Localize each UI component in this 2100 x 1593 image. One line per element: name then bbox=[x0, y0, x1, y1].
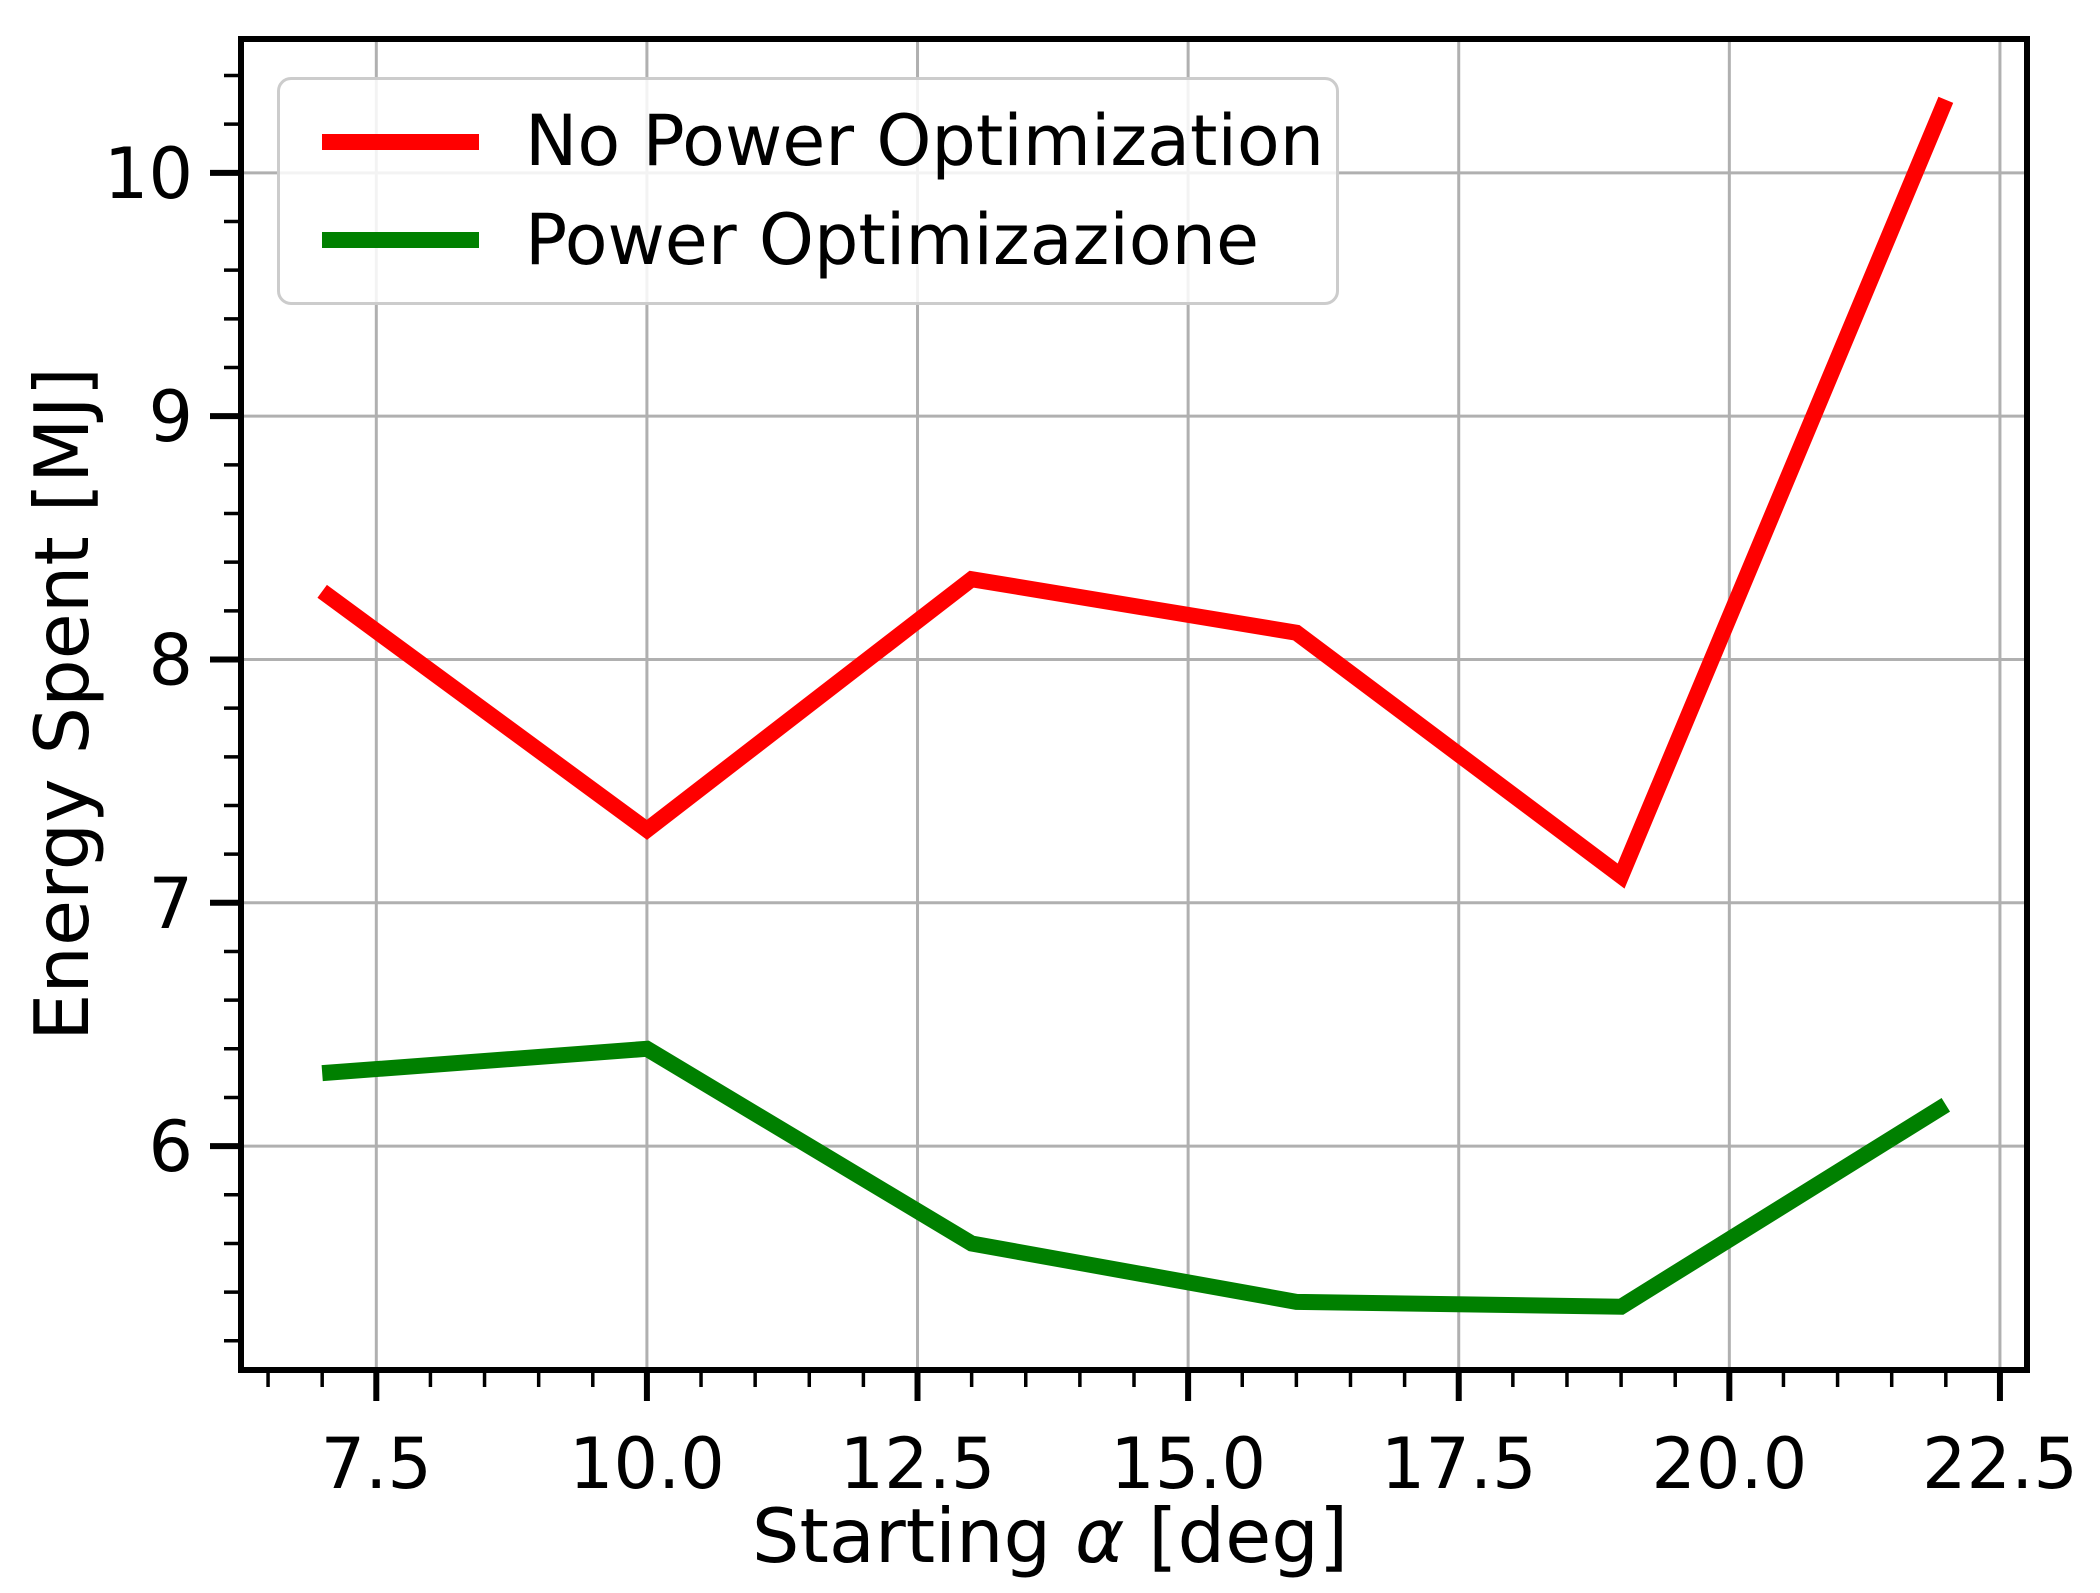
y-tick-label: 6 bbox=[148, 1106, 193, 1188]
x-tick-label: 7.5 bbox=[321, 1423, 432, 1505]
legend-item: Power Optimizazione bbox=[300, 198, 1316, 281]
y-tick-label: 8 bbox=[148, 619, 193, 701]
y-axis-label: Energy Spent [MJ] bbox=[18, 367, 106, 1041]
x-tick-label: 12.5 bbox=[840, 1423, 996, 1505]
y-tick-label: 9 bbox=[148, 376, 193, 458]
series-line-power-optimizazione bbox=[321, 1040, 1951, 1315]
legend-label: No Power Optimization bbox=[525, 100, 1325, 182]
x-tick-label: 10.0 bbox=[569, 1423, 725, 1505]
legend-label: Power Optimizazione bbox=[525, 198, 1260, 281]
series-line-no-power-optimization bbox=[317, 96, 1954, 889]
y-tick-label: 7 bbox=[148, 863, 193, 945]
legend-line-sample-green bbox=[322, 232, 479, 249]
x-axis-label: Starting α [deg] bbox=[751, 1492, 1349, 1580]
x-tick-label: 17.5 bbox=[1381, 1423, 1537, 1505]
legend: No Power Optimization Power Optimizazion… bbox=[277, 77, 1339, 305]
x-tick-label: 15.0 bbox=[1110, 1423, 1266, 1505]
axes-frame bbox=[238, 36, 2030, 1373]
x-tick-label: 20.0 bbox=[1651, 1423, 1807, 1505]
legend-item: No Power Optimization bbox=[300, 104, 1324, 179]
x-tick-label: 22.5 bbox=[1922, 1423, 2078, 1505]
y-tick-label: 10 bbox=[104, 133, 193, 215]
legend-line-sample-red bbox=[322, 133, 479, 150]
